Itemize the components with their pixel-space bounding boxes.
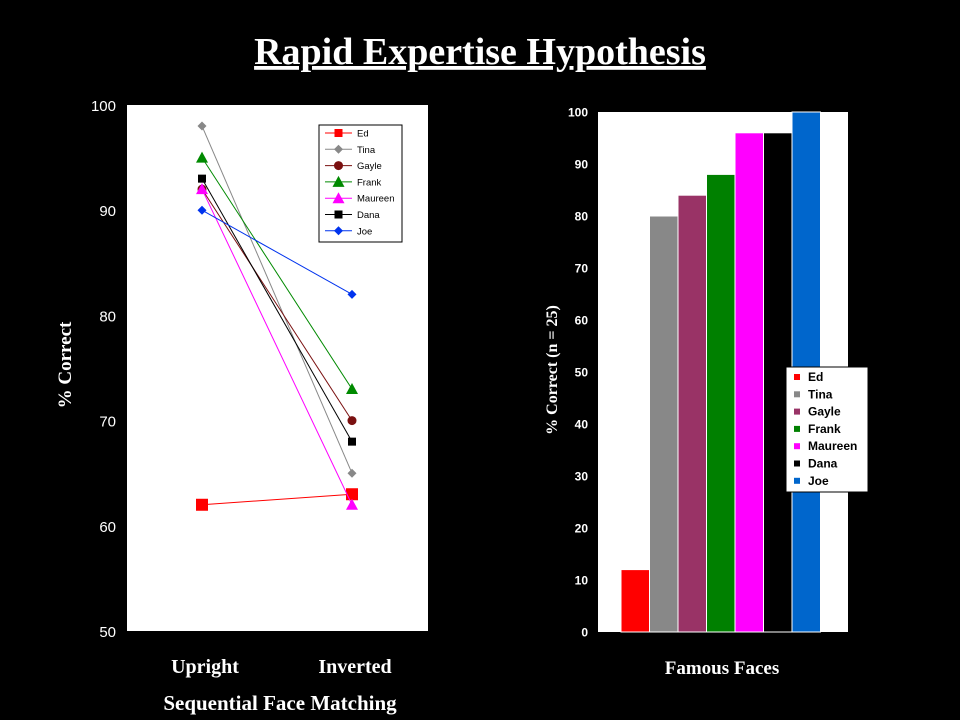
- line-y-tick-label: 80: [99, 308, 116, 325]
- bar-legend-swatch-tina: [794, 391, 800, 398]
- line-y-tick-label: 60: [99, 519, 116, 536]
- line-legend-box: [318, 124, 403, 243]
- line-series-frank: [196, 151, 358, 395]
- line-y-axis-label: % Correct: [55, 321, 76, 408]
- bar-x-axis-label: Famous Faces: [665, 658, 780, 679]
- line-x-tick-label-upright: Upright: [171, 656, 239, 678]
- bar-legend-label-frank: Frank: [808, 422, 841, 436]
- line-series-group: [196, 121, 358, 511]
- line-legend-label-dana: Dana: [357, 210, 380, 221]
- line-y-tick-label: 90: [99, 203, 116, 220]
- bar-legend-swatch-maureen: [794, 443, 800, 450]
- line-legend-marker-ed: [334, 129, 343, 137]
- line-point-ed: [196, 498, 208, 511]
- line-point-tina: [197, 121, 207, 131]
- line-legend: Ed Tina Gayle Frank Maureen Dana Joe: [318, 124, 403, 243]
- line-y-tick-label: 50: [99, 624, 116, 641]
- bar-legend-swatch-ed: [794, 374, 800, 380]
- line-legend-marker-joe: [334, 226, 343, 236]
- bar-y-tick-label: 50: [575, 366, 589, 380]
- line-y-tick-label: 70: [99, 414, 116, 431]
- line-legend-label-joe: Joe: [357, 226, 372, 237]
- bar-y-tick-label: 60: [575, 314, 589, 328]
- slide-title: Rapid Expertise Hypothesis: [254, 31, 706, 73]
- line-point-frank: [346, 383, 358, 395]
- line-y-tick-label: 100: [91, 98, 116, 115]
- bar-y-tick-label: 80: [575, 210, 589, 224]
- line-x-categories: Upright Inverted: [171, 656, 392, 678]
- line-legend-label-frank: Frank: [357, 177, 382, 188]
- bar-y-axis-label: % Correct (n = 25): [544, 305, 561, 435]
- line-segment-joe: [201, 209, 353, 295]
- bar-chart: 0 10 20 30 40 50 60 70 80 90 100 % Correct (n = 25…: [544, 106, 869, 679]
- line-point-ed: [346, 488, 358, 501]
- line-segment-frank: [201, 157, 353, 390]
- bar-legend-label-joe: Joe: [808, 474, 829, 488]
- bar-maureen: [734, 132, 764, 633]
- line-point-maureen: [196, 183, 208, 195]
- line-legend-label-tina: Tina: [357, 145, 376, 156]
- bar-legend-swatch-frank: [794, 425, 800, 432]
- bar-y-tick-label: 30: [575, 470, 589, 484]
- bar-y-ticks: 0 10 20 30 40 50 60 70 80 90 100: [568, 106, 588, 640]
- bar-bars-group: [620, 111, 821, 633]
- bar-gayle: [677, 194, 707, 633]
- bar-y-tick-label: 10: [575, 574, 589, 588]
- line-legend-label-ed: Ed: [357, 129, 369, 140]
- bar-legend-label-tina: Tina: [808, 387, 833, 401]
- line-legend-marker-tina: [334, 144, 343, 154]
- line-series-dana: [198, 174, 356, 446]
- line-series-maureen: [196, 183, 358, 510]
- bar-tina: [649, 215, 679, 633]
- bar-ed: [620, 569, 650, 633]
- bar-frank: [706, 173, 736, 633]
- line-series-joe: [197, 205, 357, 299]
- bar-y-tick-label: 20: [575, 522, 589, 536]
- bar-legend-swatch-joe: [794, 477, 800, 484]
- line-segment-tina: [201, 125, 353, 474]
- line-segment-maureen: [201, 188, 353, 505]
- line-point-joe: [197, 205, 207, 215]
- line-legend-marker-maureen: [332, 192, 345, 204]
- bar-y-tick-label: 100: [568, 106, 588, 120]
- bar-y-tick-label: 40: [575, 418, 589, 432]
- bar-y-tick-label: 0: [581, 626, 588, 640]
- line-point-frank: [196, 151, 208, 163]
- line-legend-label-maureen: Maureen: [357, 194, 395, 205]
- line-x-axis-label: Sequential Face Matching: [163, 691, 397, 715]
- line-point-joe: [347, 289, 357, 299]
- line-legend-marker-gayle: [334, 161, 343, 171]
- line-legend-marker-frank: [332, 175, 345, 187]
- bar-y-tick-label: 90: [575, 158, 589, 172]
- line-segment-dana: [201, 178, 353, 442]
- bar-legend-swatch-dana: [794, 460, 800, 467]
- line-legend-marker-dana: [334, 210, 343, 219]
- line-point-tina: [347, 468, 357, 478]
- line-x-tick-label-inverted: Inverted: [318, 656, 391, 678]
- line-series-tina: [197, 121, 357, 478]
- line-segment-gayle: [201, 188, 353, 421]
- bar-y-tick-label: 70: [575, 262, 589, 276]
- line-point-gayle: [347, 416, 357, 426]
- line-point-dana: [198, 174, 206, 183]
- bar-legend-label-gayle: Gayle: [808, 405, 841, 419]
- line-legend-label-gayle: Gayle: [357, 161, 382, 172]
- line-point-maureen: [346, 498, 358, 510]
- line-point-dana: [348, 437, 356, 446]
- line-series-ed: [196, 488, 358, 511]
- bar-legend-label-maureen: Maureen: [808, 439, 857, 453]
- line-y-ticks: 50 60 70 80 90 100: [91, 98, 116, 641]
- bar-legend-swatch-gayle: [794, 408, 800, 415]
- bar-legend: Ed Tina Gayle Frank Maureen Dana Joe: [785, 366, 869, 493]
- bar-legend-label-ed: Ed: [808, 370, 823, 384]
- line-segment-ed: [201, 493, 353, 506]
- bar-legend-label-dana: Dana: [808, 457, 838, 471]
